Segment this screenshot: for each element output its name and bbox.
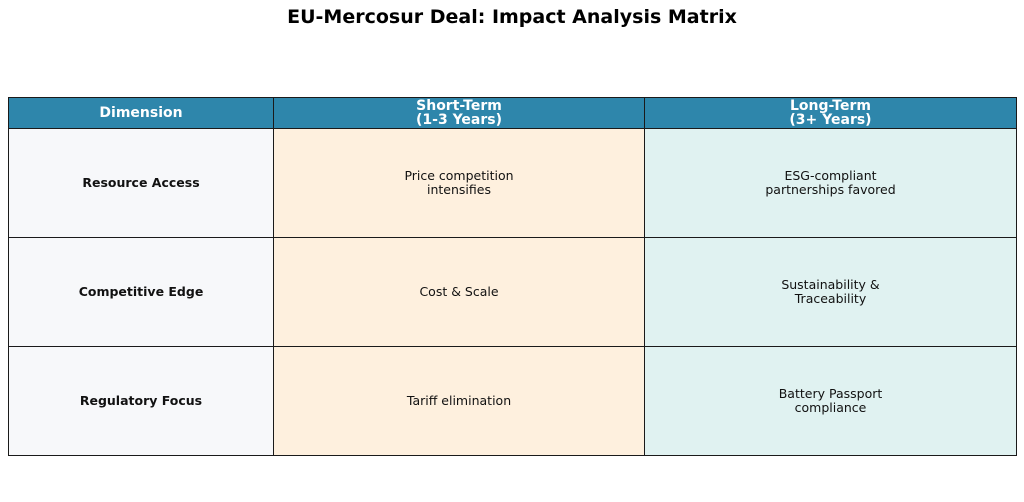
table-row: Resource Access Price competition intens…	[8, 128, 1017, 238]
impact-matrix-table: Dimension Short-Term (1-3 Years) Long-Te…	[8, 97, 1017, 456]
header-dimension: Dimension	[8, 97, 274, 129]
header-short-term: Short-Term (1-3 Years)	[273, 97, 645, 129]
long-term-cell: ESG-compliant partnerships favored	[644, 128, 1017, 238]
chart-title: EU-Mercosur Deal: Impact Analysis Matrix	[287, 6, 737, 28]
table-row: Regulatory Focus Tariff elimination Batt…	[8, 346, 1017, 456]
table-header: Dimension Short-Term (1-3 Years) Long-Te…	[8, 97, 1017, 129]
dimension-cell: Competitive Edge	[8, 237, 274, 347]
long-term-cell: Battery Passport compliance	[644, 346, 1017, 456]
header-long-term: Long-Term (3+ Years)	[644, 97, 1017, 129]
long-term-cell: Sustainability & Traceability	[644, 237, 1017, 347]
short-term-cell: Tariff elimination	[273, 346, 645, 456]
table-body: Resource Access Price competition intens…	[8, 128, 1017, 456]
short-term-cell: Cost & Scale	[273, 237, 645, 347]
header-row: Dimension Short-Term (1-3 Years) Long-Te…	[8, 97, 1017, 129]
short-term-cell: Price competition intensifies	[273, 128, 645, 238]
table-row: Competitive Edge Cost & Scale Sustainabi…	[8, 237, 1017, 347]
dimension-cell: Resource Access	[8, 128, 274, 238]
dimension-cell: Regulatory Focus	[8, 346, 274, 456]
